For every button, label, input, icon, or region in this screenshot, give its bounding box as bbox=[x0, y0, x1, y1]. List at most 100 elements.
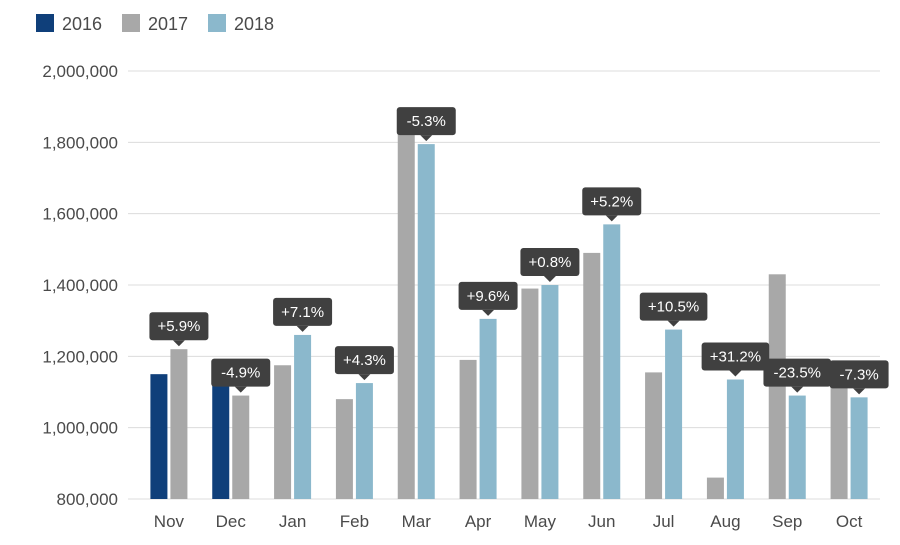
x-tick-label: Aug bbox=[710, 512, 740, 531]
x-tick-label: Feb bbox=[340, 512, 369, 531]
annotation-callout: +5.9% bbox=[149, 312, 209, 347]
callout-label: +9.6% bbox=[467, 288, 510, 305]
callout-pointer bbox=[791, 386, 804, 393]
callout-box bbox=[520, 248, 580, 276]
callout-pointer bbox=[729, 370, 742, 377]
x-tick-label: Apr bbox=[465, 512, 492, 531]
bar-2018-Aug bbox=[726, 379, 744, 499]
annotation-callout: +10.5% bbox=[639, 292, 708, 327]
callout-label: -5.3% bbox=[407, 113, 446, 130]
bar-2017-May bbox=[521, 288, 539, 499]
callout-label: +7.1% bbox=[281, 304, 324, 321]
x-axis: Nov Dec Jan Feb Mar Apr May Jun Jul Aug Sep Oct bbox=[154, 512, 863, 531]
legend: 2016 2017 2018 bbox=[36, 14, 274, 34]
callout-pointer bbox=[853, 388, 866, 395]
y-tick-label: 1,600,000 bbox=[42, 205, 118, 224]
bar-2017-Jul bbox=[645, 372, 663, 499]
annotations: +5.9% -4.9% +7.1% +4.3% -5.3% +9.6% +0.8% +5.2%… bbox=[149, 107, 889, 395]
legend-label-2017: 2017 bbox=[148, 14, 188, 34]
callout-box bbox=[829, 360, 889, 389]
bar-2017-Apr bbox=[459, 359, 477, 499]
y-tick-label: 1,400,000 bbox=[42, 276, 118, 295]
bar-2018-Jun bbox=[603, 224, 621, 499]
callout-label: +4.3% bbox=[343, 352, 386, 369]
y-tick-label: 800,000 bbox=[57, 490, 118, 509]
callout-box bbox=[334, 346, 394, 375]
annotation-callout: +5.2% bbox=[582, 187, 642, 222]
bar-2018-Jul bbox=[665, 329, 683, 499]
bar-2018-Sep bbox=[788, 395, 806, 499]
callout-box bbox=[582, 187, 642, 216]
annotation-callout: -23.5% bbox=[763, 358, 832, 393]
x-tick-label: Sep bbox=[772, 512, 802, 531]
callout-pointer bbox=[358, 374, 371, 381]
bar-2017-Nov bbox=[170, 349, 188, 499]
annotation-callout: -7.3% bbox=[829, 360, 889, 395]
callout-label: +5.2% bbox=[590, 193, 633, 210]
callout-pointer bbox=[482, 309, 495, 316]
bar-2017-Jun bbox=[583, 252, 601, 499]
annotation-callout: +9.6% bbox=[458, 281, 518, 316]
x-tick-label: Jun bbox=[588, 512, 615, 531]
callout-box bbox=[149, 312, 209, 341]
legend-swatch-2016 bbox=[36, 14, 54, 32]
callout-pointer bbox=[296, 325, 309, 332]
callout-box bbox=[701, 342, 770, 371]
bars bbox=[150, 110, 868, 499]
callout-label: +5.9% bbox=[157, 318, 200, 335]
x-tick-label: Jul bbox=[653, 512, 675, 531]
x-tick-label: Oct bbox=[836, 512, 863, 531]
callout-pointer bbox=[605, 215, 618, 222]
bar-2018-Feb bbox=[355, 383, 373, 499]
gridlines bbox=[128, 70, 880, 500]
callout-box bbox=[763, 358, 832, 387]
legend-label-2018: 2018 bbox=[234, 14, 274, 34]
bar-2017-Feb bbox=[335, 399, 353, 499]
bar-2017-Dec bbox=[232, 395, 250, 499]
annotation-callout: +0.8% bbox=[520, 248, 580, 282]
x-tick-label: Mar bbox=[402, 512, 432, 531]
callout-label: -7.3% bbox=[839, 366, 878, 383]
callout-box bbox=[639, 292, 708, 321]
x-tick-label: Nov bbox=[154, 512, 185, 531]
bar-2018-Oct bbox=[850, 397, 868, 499]
bar-2016-Dec bbox=[212, 374, 230, 499]
y-tick-label: 1,800,000 bbox=[42, 133, 118, 152]
callout-label: -23.5% bbox=[773, 365, 821, 382]
y-axis: 800,000 1,000,000 1,200,000 1,400,000 1,600,… bbox=[42, 62, 118, 509]
annotation-callout: +7.1% bbox=[273, 297, 333, 332]
bar-2018-Mar bbox=[417, 144, 435, 499]
callout-label: -4.9% bbox=[221, 365, 260, 382]
bar-2016-Nov bbox=[150, 374, 168, 499]
annotation-callout: -4.9% bbox=[211, 358, 271, 393]
callout-box bbox=[273, 297, 333, 326]
bar-2017-Mar bbox=[397, 110, 415, 499]
x-tick-label: Jan bbox=[279, 512, 306, 531]
callout-pointer bbox=[234, 386, 247, 393]
legend-label-2016: 2016 bbox=[62, 14, 102, 34]
callout-pointer bbox=[420, 135, 433, 142]
bar-2017-Oct bbox=[830, 368, 848, 499]
annotation-callout: -5.3% bbox=[396, 107, 456, 142]
bar-2018-Jan bbox=[294, 334, 312, 499]
callout-box bbox=[396, 107, 456, 136]
bar-2018-May bbox=[541, 285, 559, 499]
x-tick-label: May bbox=[524, 512, 557, 531]
callout-box bbox=[211, 358, 271, 387]
callout-box bbox=[458, 281, 518, 310]
bar-2017-Aug bbox=[706, 477, 724, 499]
x-tick-label: Dec bbox=[216, 512, 247, 531]
legend-swatch-2017 bbox=[122, 14, 140, 32]
y-tick-label: 1,200,000 bbox=[42, 347, 118, 366]
callout-label: +10.5% bbox=[648, 299, 699, 316]
bar-2018-Apr bbox=[479, 318, 497, 499]
callout-pointer bbox=[543, 276, 556, 282]
callout-pointer bbox=[172, 340, 185, 347]
callout-label: +31.2% bbox=[710, 349, 761, 366]
callout-label: +0.8% bbox=[528, 254, 571, 271]
annotation-callout: +31.2% bbox=[701, 342, 770, 377]
legend-swatch-2018 bbox=[208, 14, 226, 32]
bar-2017-Jan bbox=[274, 365, 292, 499]
y-tick-label: 2,000,000 bbox=[42, 62, 118, 81]
